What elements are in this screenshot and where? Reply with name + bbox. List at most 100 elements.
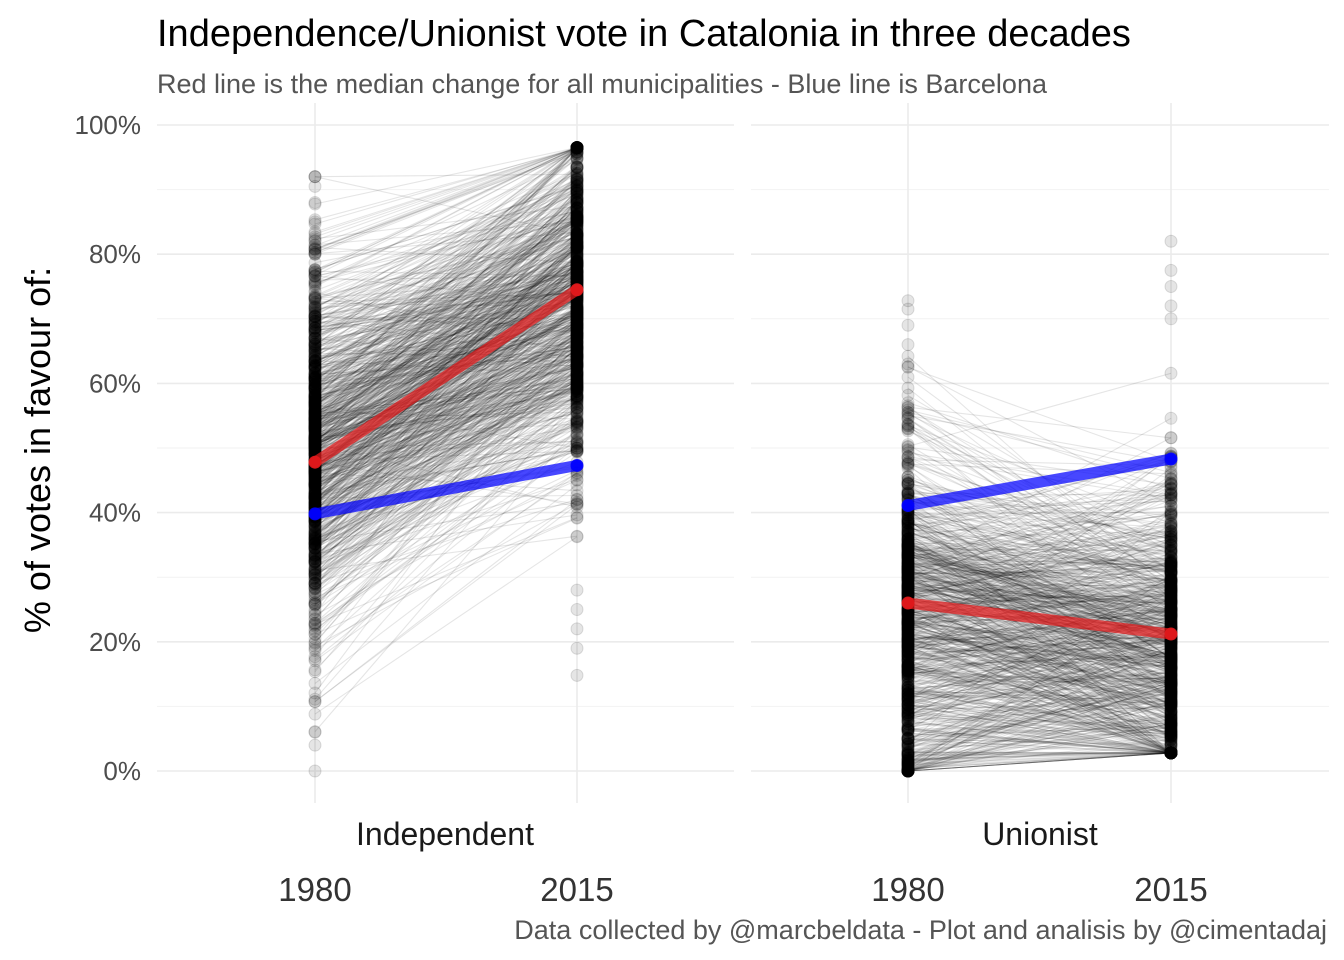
municipality-line <box>907 653 1172 718</box>
municipality-line <box>907 592 1172 754</box>
municipality-line <box>314 288 578 405</box>
municipality-line <box>907 634 1172 688</box>
municipality-line <box>314 221 578 366</box>
municipality-line <box>314 344 578 439</box>
municipality-line <box>314 186 578 426</box>
municipality-line <box>314 283 578 431</box>
municipality-line <box>314 340 578 397</box>
municipality-line <box>314 355 578 515</box>
municipality-line <box>314 147 578 288</box>
municipality-line <box>314 426 578 589</box>
municipality-line <box>314 380 578 511</box>
municipality-line <box>907 568 1172 691</box>
municipality-line <box>907 676 1172 697</box>
municipality-line <box>314 385 578 581</box>
municipality-line <box>314 355 578 517</box>
municipality-line <box>907 679 1172 755</box>
municipality-line <box>907 656 1172 684</box>
municipality-line <box>907 521 1172 593</box>
municipality-line <box>314 282 578 358</box>
municipality-line <box>907 600 1172 730</box>
municipality-line <box>314 157 578 359</box>
municipality-line <box>907 643 1172 704</box>
municipality-point-1980 <box>901 370 915 384</box>
municipality-line <box>907 532 1172 616</box>
municipality-point-2015 <box>1164 366 1178 380</box>
municipality-line <box>314 249 578 348</box>
municipality-line <box>907 544 1172 614</box>
municipality-line <box>314 350 578 477</box>
municipality-line <box>314 280 578 413</box>
municipality-line <box>314 178 578 445</box>
municipality-line <box>314 147 578 442</box>
municipality-line <box>314 290 578 332</box>
municipality-line <box>314 219 578 339</box>
municipality-line <box>907 588 1172 699</box>
municipality-line <box>907 752 1172 769</box>
municipality-line <box>907 482 1172 627</box>
municipality-line <box>907 752 1172 772</box>
municipality-line <box>907 535 1172 630</box>
municipality-line <box>314 469 578 595</box>
municipality-line <box>907 633 1172 706</box>
municipality-line <box>907 572 1172 725</box>
municipality-line <box>314 478 578 565</box>
municipality-line <box>907 622 1172 713</box>
municipality-line <box>907 682 1172 755</box>
municipality-line <box>314 289 578 332</box>
municipality-line <box>907 417 1172 624</box>
municipality-line <box>314 328 578 565</box>
municipality-line <box>314 373 578 504</box>
municipality-line <box>314 189 578 470</box>
municipality-line <box>907 665 1172 717</box>
municipality-line <box>314 498 578 584</box>
municipality-point-2015 <box>570 150 584 164</box>
municipality-line <box>907 672 1172 690</box>
municipality-line <box>314 281 578 389</box>
municipality-line <box>907 613 1172 754</box>
municipality-line <box>314 257 578 422</box>
municipality-line <box>907 545 1172 708</box>
municipality-line <box>314 228 578 415</box>
municipality-line <box>314 198 578 522</box>
municipality-line <box>314 429 578 626</box>
municipality-line <box>314 216 578 301</box>
municipality-line <box>314 242 578 571</box>
municipality-line <box>314 192 578 392</box>
municipality-line <box>314 371 578 517</box>
municipality-line <box>907 618 1172 666</box>
municipality-line <box>314 221 578 378</box>
municipality-line <box>907 595 1172 667</box>
municipality-line <box>907 520 1172 686</box>
municipality-line <box>907 739 1172 754</box>
municipality-line <box>907 692 1172 704</box>
municipality-line <box>907 689 1172 703</box>
municipality-line <box>314 317 578 566</box>
municipality-line <box>314 472 578 662</box>
municipality-line <box>314 351 578 471</box>
municipality-line <box>907 355 1172 592</box>
municipality-line <box>314 365 578 555</box>
municipality-line <box>907 496 1172 588</box>
municipality-line <box>907 602 1172 680</box>
municipality-line <box>314 323 578 489</box>
municipality-line <box>314 360 578 498</box>
municipality-line <box>314 279 578 334</box>
municipality-line <box>314 359 578 563</box>
municipality-point-2015 <box>570 435 584 449</box>
municipality-line <box>314 294 578 524</box>
municipality-line <box>907 646 1172 754</box>
municipality-line <box>907 592 1172 680</box>
municipality-line <box>314 335 578 470</box>
municipality-line <box>314 366 578 428</box>
municipality-line <box>314 202 578 409</box>
municipality-line <box>907 714 1172 754</box>
municipality-line <box>907 570 1172 626</box>
municipality-line <box>314 371 578 477</box>
municipality-line <box>314 380 578 522</box>
municipality-line <box>314 407 578 559</box>
municipality-line <box>907 526 1172 585</box>
municipality-line <box>314 336 578 620</box>
municipality-line <box>907 670 1172 723</box>
municipality-line <box>314 373 578 456</box>
